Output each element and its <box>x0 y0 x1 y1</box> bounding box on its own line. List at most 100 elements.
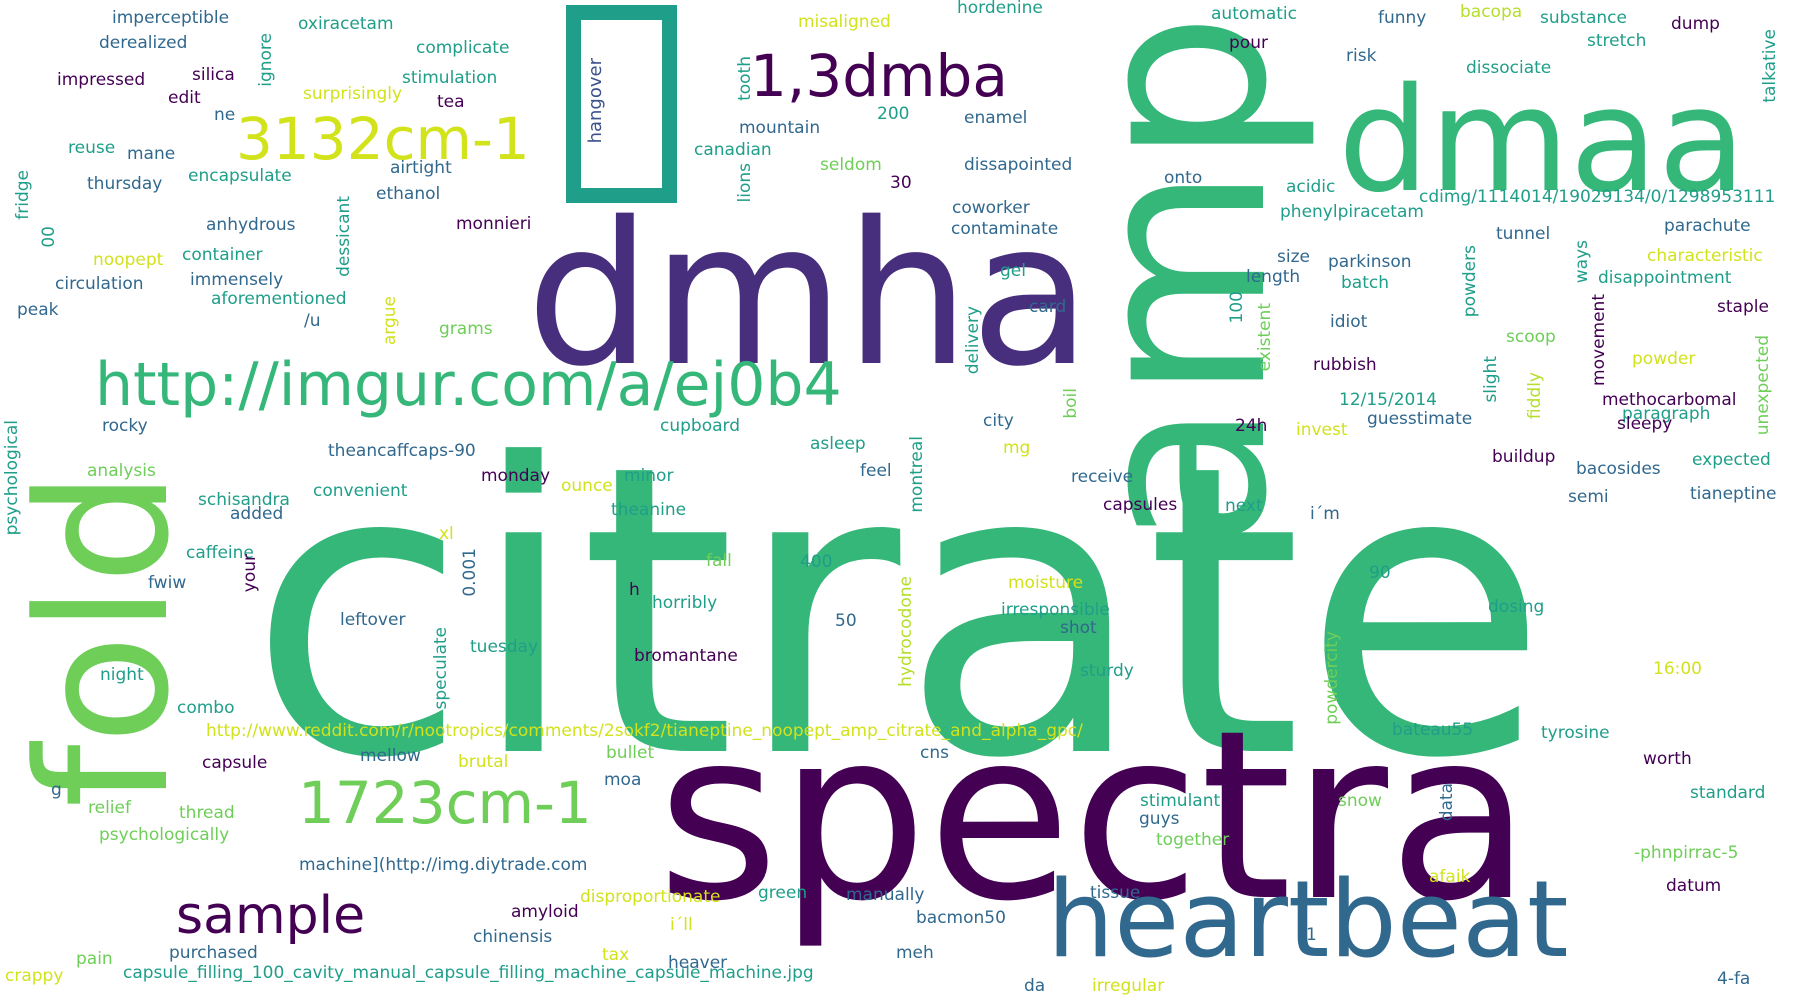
word-fridge: fridge <box>13 170 33 220</box>
word-existent: existent <box>1255 303 1275 372</box>
word-stimulation: stimulation <box>402 68 498 88</box>
word-dump: dump <box>1671 14 1720 34</box>
word-parachute: parachute <box>1664 216 1751 236</box>
word-bromantane: bromantane <box>634 646 738 666</box>
word-airtight: airtight <box>390 158 452 178</box>
word-mane: mane <box>127 144 176 164</box>
word-scoop: scoop <box>1506 327 1556 347</box>
word-powders: powders <box>1460 245 1480 318</box>
word-powder: powder <box>1632 349 1696 369</box>
word-stretch: stretch <box>1587 31 1647 51</box>
word-bacmon50: bacmon50 <box>916 908 1006 928</box>
word-contaminate: contaminate <box>951 219 1059 239</box>
word-dessicant: dessicant <box>334 196 354 277</box>
word-crappy: crappy <box>5 966 64 986</box>
word-characteristic: characteristic <box>1647 246 1763 266</box>
word-slight: slight <box>1481 356 1501 403</box>
word-caffeine: caffeine <box>186 543 254 563</box>
word-sturdy: sturdy <box>1080 661 1134 681</box>
word-enamel: enamel <box>964 108 1028 128</box>
word-capsules: capsules <box>1103 495 1178 515</box>
word-capsulefile: capsule_filling_100_cavity_manual_capsul… <box>123 963 814 983</box>
word-edit: edit <box>168 88 201 108</box>
word-spectra: spectra <box>657 681 1532 953</box>
word-phnpirrac: -phnpirrac-5 <box>1634 843 1739 863</box>
word-horribly: horribly <box>652 593 718 613</box>
word-cns: cns <box>920 743 949 763</box>
word-staple: staple <box>1717 297 1769 317</box>
word-dmaa: dmaa <box>1338 56 1747 224</box>
word-city: city <box>983 411 1014 431</box>
word-leftover: leftover <box>340 610 406 630</box>
word-thursday: thursday <box>87 174 163 194</box>
word-feel: feel <box>860 461 892 481</box>
word-reddit: http://www.reddit.com/r/nootropics/comme… <box>206 721 1083 741</box>
word-coworker: coworker <box>952 198 1030 218</box>
word-next: next <box>1225 496 1263 516</box>
word-tuesday: tuesday <box>470 637 539 657</box>
word-heaver: heaver <box>668 953 728 973</box>
word-card: card <box>1029 297 1067 317</box>
word-complicate: complicate <box>416 38 510 58</box>
word-unexpected: unexpected <box>1753 335 1773 436</box>
word-stimulant: stimulant <box>1140 791 1221 811</box>
word-shot: shot <box>1060 618 1097 638</box>
word-container: container <box>182 245 263 265</box>
word-bateau55: bateau55 <box>1392 720 1474 740</box>
word-psychological: psychological <box>2 420 22 536</box>
word-risk: risk <box>1346 46 1377 66</box>
word-fwiw: fwiw <box>148 573 187 593</box>
word-citrate: citrate <box>248 381 1549 846</box>
word-disappointment: disappointment <box>1598 268 1732 288</box>
word-convenient: convenient <box>313 481 408 501</box>
word-powdercity: powdercity <box>1322 631 1342 725</box>
word-derealized: derealized <box>99 33 188 53</box>
word-moa: moa <box>604 770 642 790</box>
word-tyrosine: tyrosine <box>1541 723 1610 743</box>
word-semi: semi <box>1568 487 1609 507</box>
word-length: length <box>1246 267 1301 287</box>
word-onto: onto <box>1164 168 1203 188</box>
word-standard: standard <box>1690 783 1766 803</box>
missing-glyph-box <box>566 5 677 203</box>
word-phenylpiracetam: phenylpiracetam <box>1280 202 1424 222</box>
word-dosing: dosing <box>1488 597 1545 617</box>
word-encapsulate: encapsulate <box>188 166 292 186</box>
word-impressed: impressed <box>57 70 146 90</box>
word-canadian: canadian <box>694 140 772 160</box>
word-minor: minor <box>624 466 674 486</box>
word-aforementioned: aforementioned <box>211 289 347 309</box>
word-rocky: rocky <box>102 416 148 436</box>
word-n100: 100 <box>1227 291 1247 324</box>
word-bacosides: bacosides <box>1576 459 1661 479</box>
word-relief: relief <box>88 798 131 818</box>
word-schisandra: schisandra <box>198 490 290 510</box>
word-tissue: tissue <box>1090 883 1141 903</box>
word-funny: funny <box>1378 8 1427 28</box>
word-tianeptine: tianeptine <box>1690 484 1777 504</box>
word-hangover: hangover <box>585 58 606 144</box>
word-disproportionate: disproportionate <box>580 887 721 907</box>
word-sample: sample <box>176 886 366 946</box>
word-h: h <box>629 580 640 600</box>
word-brutal: brutal <box>458 752 509 772</box>
word-boil: boil <box>1061 388 1081 419</box>
word-batch: batch <box>1341 273 1389 293</box>
word-grams: grams <box>439 319 493 339</box>
word-montreal: montreal <box>907 436 927 513</box>
word-n90: 90 <box>1369 563 1391 583</box>
word-oxiracetam: oxiracetam <box>298 14 394 34</box>
word-cdimg: cdimg/1114014/19029134/0/1298953111 <box>1419 187 1776 207</box>
word-dissociate: dissociate <box>1466 58 1552 78</box>
word-heartbeat: heartbeat <box>1047 858 1569 981</box>
word-mountain: mountain <box>739 118 821 138</box>
word-im: i´m <box>1310 504 1340 524</box>
word-n0001: 0.001 <box>460 548 480 597</box>
word-data: data <box>1437 783 1457 822</box>
word-fa4: 4-fa <box>1717 969 1751 989</box>
word-hydrocodone: hydrocodone <box>896 576 916 687</box>
word-bullet: bullet <box>606 743 655 763</box>
word-irregular: irregular <box>1092 976 1165 996</box>
word-noopept: noopept <box>93 250 164 270</box>
